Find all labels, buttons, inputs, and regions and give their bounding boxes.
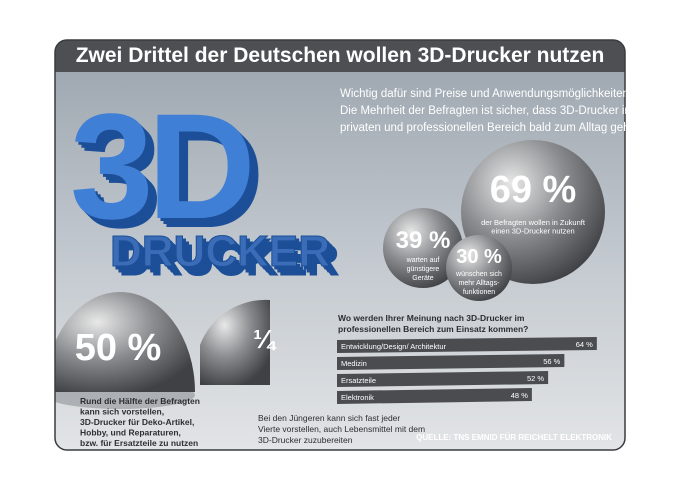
half-text: Rund die Hälfte der Befragten xyxy=(80,396,200,406)
bubble-value: 30 % xyxy=(456,246,502,268)
half-text: Hobby, und Reparaturen, xyxy=(80,428,181,438)
bubble-text: wünschen sich xyxy=(455,271,502,278)
category-label: Medizin xyxy=(341,359,367,368)
chart-title: professionellen Bereich zum Einsatz komm… xyxy=(338,324,528,334)
category-label: Elektronik xyxy=(341,393,374,402)
chart-title: Wo werden Ihrer Meinung nach 3D-Drucker … xyxy=(338,313,525,323)
bubble-text: günstigere xyxy=(407,266,440,273)
bar xyxy=(337,337,597,353)
bubble-value: 39 % xyxy=(396,227,451,254)
bubble-text: einen 3D-Drucker nutzen xyxy=(491,227,574,236)
frame xyxy=(54,39,626,451)
quarter-text: 3D-Drucker zuzubereiten xyxy=(258,435,353,445)
logo-3d: 3D xyxy=(70,82,250,250)
title-bar xyxy=(55,40,625,72)
half-text: 3D-Drucker für Deko-Artikel, xyxy=(80,417,194,427)
bubble-text: Geräte xyxy=(412,275,434,282)
half-value: 50 % xyxy=(75,327,162,369)
quarter-text: Bei den Jüngeren kann sich fast jeder xyxy=(258,413,400,423)
sphere xyxy=(383,208,463,288)
quarter-value: ¼ xyxy=(253,324,277,354)
half-text: kann sich vorstellen, xyxy=(80,407,164,417)
value-label: 52 % xyxy=(527,374,544,383)
bubble-text: funktionen xyxy=(463,289,495,296)
intro-line: Die Mehrheit der Befragten ist sicher, d… xyxy=(340,105,634,117)
category-label: Ersatzteile xyxy=(341,376,376,385)
bubble-text: der Befragten wollen in Zukunft xyxy=(481,218,586,227)
bubble-text: mehr Alltags- xyxy=(459,280,501,287)
value-label: 56 % xyxy=(543,357,560,366)
bar xyxy=(337,354,565,370)
half-dome xyxy=(55,292,195,392)
intro-line: privaten und professionellen Bereich bal… xyxy=(340,122,653,134)
bar xyxy=(337,388,532,404)
category-label: Entwicklung/Design/ Architektur xyxy=(341,342,447,351)
quarter-shape xyxy=(200,299,270,385)
bubble-value: 69 % xyxy=(490,169,577,211)
source: QUELLE: TNS EMNID FÜR REICHELT ELEKTRONI… xyxy=(416,433,612,442)
value-label: 64 % xyxy=(576,340,593,349)
sphere xyxy=(446,235,512,301)
logo-drucker: DRUCKER xyxy=(110,227,330,276)
bar xyxy=(337,371,549,387)
half-text: bzw. für Ersatzteile zu nutzen xyxy=(80,438,198,448)
quarter-text: Vierte vorstellen, auch Lebensmittel mit… xyxy=(258,424,425,434)
title: Zwei Drittel der Deutschen wollen 3D-Dru… xyxy=(76,44,605,67)
value-label: 48 % xyxy=(511,391,528,400)
bubble-text: warten auf xyxy=(406,257,440,264)
intro-line: Wichtig dafür sind Preise und Anwendungs… xyxy=(340,88,632,100)
